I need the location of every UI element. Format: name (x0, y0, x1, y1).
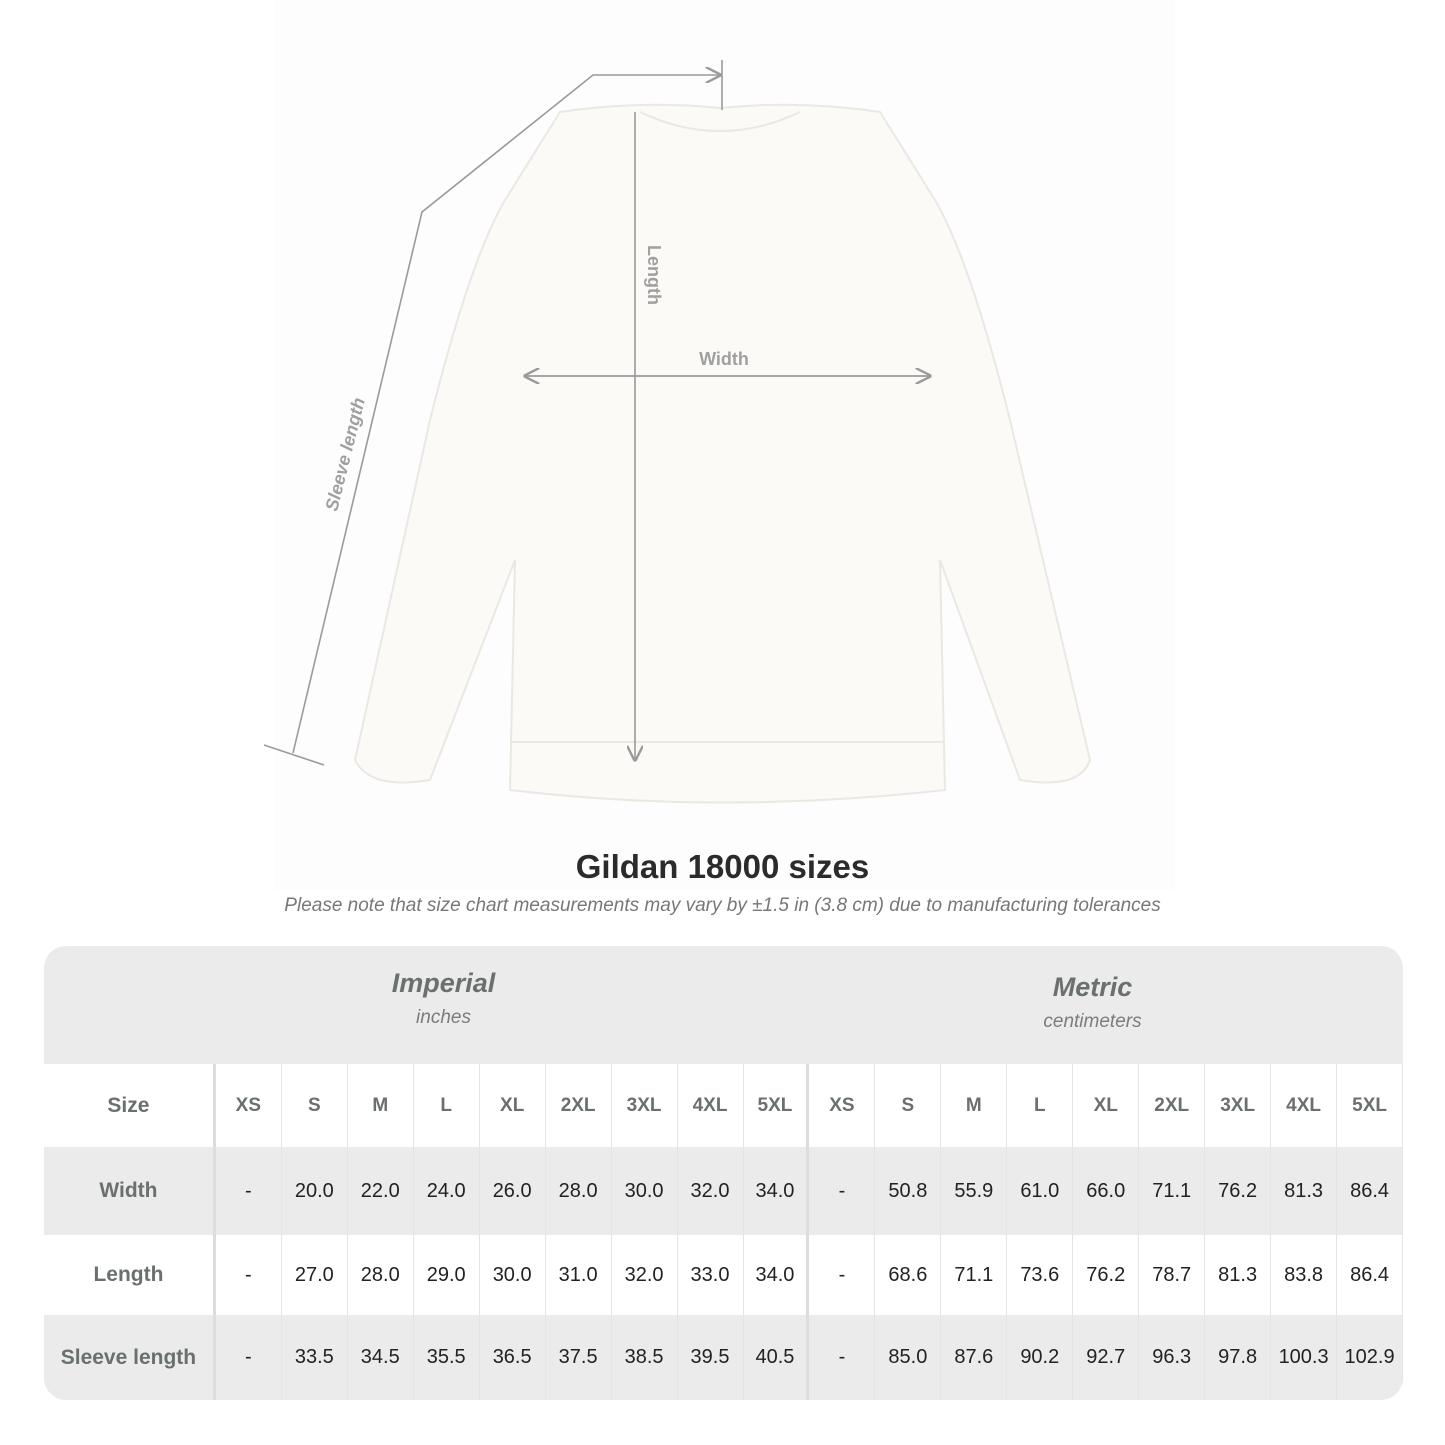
imperial-cell: 31.0 (546, 1235, 612, 1315)
metric-cell: - (809, 1147, 876, 1235)
metric-size-header: 5XL (1337, 1064, 1403, 1147)
metric-cell: 81.3 (1271, 1147, 1338, 1235)
size-header-row: Size XS S M L XL 2XL 3XL 4XL 5XL XS S M L XL 2XL 3XL 4XL 5… (44, 1064, 1403, 1147)
imperial-cell: 28.0 (546, 1147, 612, 1235)
imperial-cell: 24.0 (414, 1147, 480, 1235)
imperial-cell: 30.0 (480, 1235, 546, 1315)
imperial-cell: 38.5 (612, 1315, 678, 1400)
imperial-cell: 28.0 (348, 1235, 414, 1315)
imperial-cell: 32.0 (612, 1235, 678, 1315)
metric-size-header: L (1007, 1064, 1074, 1147)
imperial-size-header: S (282, 1064, 348, 1147)
metric-cell: 83.8 (1271, 1235, 1338, 1315)
metric-cell: 97.8 (1205, 1315, 1272, 1400)
metric-cell: 50.8 (875, 1147, 942, 1235)
imperial-cell: - (216, 1315, 282, 1400)
metric-size-header: S (875, 1064, 942, 1147)
metric-cell: 85.0 (875, 1315, 942, 1400)
sweatshirt-diagram: Length Width Sleeve length (263, 60, 1092, 804)
metric-cell: 71.1 (1139, 1147, 1206, 1235)
imperial-cell: 40.5 (744, 1315, 810, 1400)
imperial-size-header: XL (480, 1064, 546, 1147)
imperial-size-header: 3XL (612, 1064, 678, 1147)
metric-cell: 68.6 (875, 1235, 942, 1315)
imperial-cell: 22.0 (348, 1147, 414, 1235)
imperial-size-header: XS (216, 1064, 282, 1147)
row-label: Sleeve length (44, 1315, 216, 1400)
metric-cell: 86.4 (1337, 1147, 1403, 1235)
tolerance-note: Please note that size chart measurements… (284, 895, 1161, 916)
imperial-cell: 33.0 (678, 1235, 744, 1315)
imperial-size-header: 2XL (546, 1064, 612, 1147)
imperial-cell: 20.0 (282, 1147, 348, 1235)
metric-size-header: 3XL (1205, 1064, 1272, 1147)
imperial-cell: 33.5 (282, 1315, 348, 1400)
imperial-cell: 36.5 (480, 1315, 546, 1400)
imperial-size-header: 4XL (678, 1064, 744, 1147)
page-title: Gildan 18000 sizes (575, 848, 870, 885)
metric-cell: 81.3 (1205, 1235, 1272, 1315)
length-label: Length (644, 245, 664, 305)
metric-cell: 87.6 (941, 1315, 1008, 1400)
imperial-cell: 26.0 (480, 1147, 546, 1235)
metric-title: Metric (1052, 972, 1133, 1002)
table-header-band (44, 946, 1403, 1064)
imperial-cell: 29.0 (414, 1235, 480, 1315)
metric-cell: 61.0 (1007, 1147, 1074, 1235)
row-label: Width (44, 1147, 216, 1235)
metric-cell: 76.2 (1073, 1235, 1140, 1315)
row-label: Length (44, 1235, 216, 1315)
sweatshirt-image (353, 103, 1092, 804)
metric-unit: centimeters (1043, 1011, 1142, 1032)
imperial-cell: 34.0 (744, 1235, 810, 1315)
table-row: Width -20.0 22.0 24.0 26.0 28.0 30.0 32.0 34.0-5… (44, 1147, 1403, 1235)
metric-cell: 73.6 (1007, 1235, 1074, 1315)
row-label: Size (44, 1064, 216, 1147)
table-row: Sleeve length -33.5 34.5 35.5 36.5 37.5 38.5 39… (44, 1315, 1403, 1400)
imperial-cell: 27.0 (282, 1235, 348, 1315)
metric-cell: 102.9 (1337, 1315, 1403, 1400)
metric-cell: 92.7 (1073, 1315, 1140, 1400)
imperial-cell: 34.5 (348, 1315, 414, 1400)
imperial-cell: 32.0 (678, 1147, 744, 1235)
metric-cell: 86.4 (1337, 1235, 1403, 1315)
metric-cell: 78.7 (1139, 1235, 1206, 1315)
imperial-cell: 35.5 (414, 1315, 480, 1400)
imperial-title: Imperial (391, 968, 496, 998)
metric-header: Metric centimeters (865, 946, 1320, 1064)
table-row: Length -27.0 28.0 29.0 30.0 31.0 32.0 33.0 34.0-… (44, 1235, 1403, 1315)
imperial-cell: 30.0 (612, 1147, 678, 1235)
size-table: Imperial inches Metric centimeters Size X… (44, 946, 1403, 1400)
metric-cell: 100.3 (1271, 1315, 1338, 1400)
metric-cell: 55.9 (941, 1147, 1008, 1235)
metric-cell: 90.2 (1007, 1315, 1074, 1400)
metric-cell: 66.0 (1073, 1147, 1140, 1235)
metric-size-header: M (941, 1064, 1008, 1147)
metric-size-header: XS (809, 1064, 876, 1147)
imperial-cell: 37.5 (546, 1315, 612, 1400)
metric-size-header: XL (1073, 1064, 1140, 1147)
metric-size-header: 2XL (1139, 1064, 1206, 1147)
imperial-size-header: L (414, 1064, 480, 1147)
imperial-cell: 39.5 (678, 1315, 744, 1400)
imperial-cell: - (216, 1235, 282, 1315)
imperial-cell: - (216, 1147, 282, 1235)
metric-cell: 76.2 (1205, 1147, 1272, 1235)
metric-cell: - (809, 1315, 876, 1400)
metric-cell: 96.3 (1139, 1315, 1206, 1400)
imperial-cell: 34.0 (744, 1147, 810, 1235)
width-label: Width (699, 349, 749, 369)
imperial-header: Imperial inches (216, 946, 671, 1060)
imperial-size-header: M (348, 1064, 414, 1147)
imperial-size-header: 5XL (744, 1064, 810, 1147)
metric-cell: 71.1 (941, 1235, 1008, 1315)
metric-size-header: 4XL (1271, 1064, 1338, 1147)
imperial-unit: inches (416, 1007, 471, 1028)
metric-cell: - (809, 1235, 876, 1315)
